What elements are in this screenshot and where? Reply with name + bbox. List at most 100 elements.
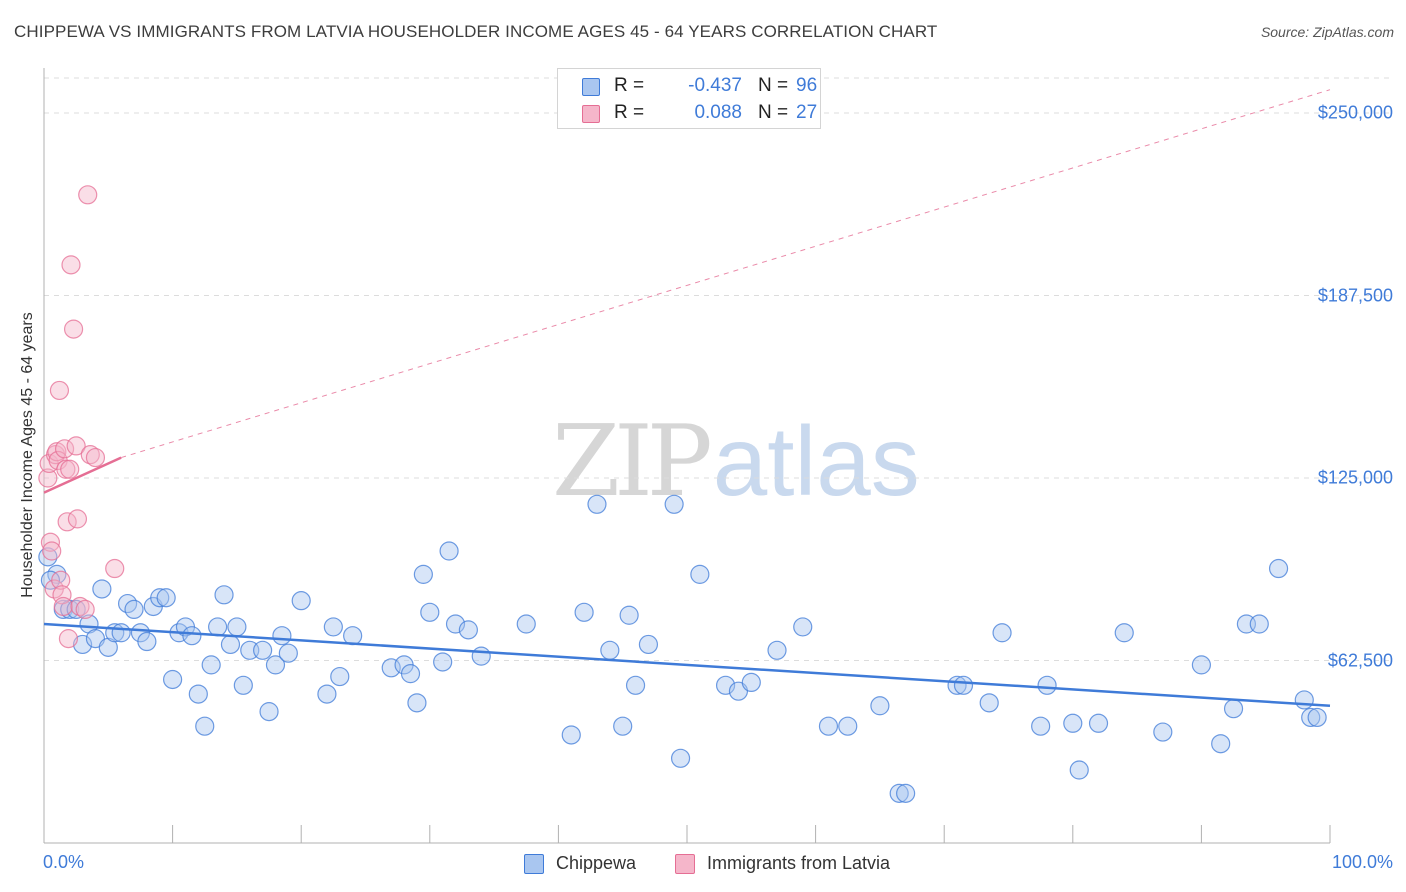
chippewa-point	[1031, 716, 1051, 736]
chippewa-point	[433, 652, 453, 672]
source-label: Source: ZipAtlas.com	[1260, 24, 1394, 40]
latvia-point	[85, 447, 106, 468]
latvia-point	[105, 558, 125, 579]
chippewa-point	[613, 716, 633, 736]
y-tick-label: $250,000	[1317, 102, 1393, 123]
y-tick-label: $62,500	[1327, 650, 1393, 670]
latvia-point	[75, 599, 95, 620]
legend-item-label: Chippewa	[556, 853, 637, 873]
chippewa-point	[1153, 722, 1173, 742]
chippewa-point	[767, 640, 787, 660]
chippewa-point	[330, 666, 350, 687]
chippewa-point	[1268, 558, 1289, 579]
chippewa-point	[889, 783, 909, 803]
chart-title: CHIPPEWA VS IMMIGRANTS FROM LATVIA HOUSE…	[14, 22, 938, 41]
latvia-swatch	[675, 854, 695, 874]
chippewa-point	[953, 675, 974, 695]
chippewa-point	[471, 646, 491, 666]
latvia-point	[63, 319, 84, 339]
chippewa-point	[516, 614, 536, 634]
chippewa-point	[1223, 699, 1244, 719]
chippewa-point	[92, 579, 112, 599]
chippewa-point	[638, 634, 659, 655]
n-label: N =	[758, 102, 789, 123]
chippewa-point	[111, 623, 131, 643]
latvia-point	[80, 445, 100, 465]
series-legend: Chippewa Immigrants from Latvia	[0, 853, 1406, 877]
r-value: 0.088	[694, 102, 742, 123]
chippewa-point	[233, 675, 253, 695]
chippewa-point	[992, 623, 1012, 643]
n-label: N =	[758, 75, 789, 96]
r-label: R =	[614, 75, 645, 96]
chippewa-point	[587, 494, 607, 514]
latvia-point	[66, 436, 86, 456]
chippewa-point	[979, 693, 999, 713]
chippewa-point	[1088, 713, 1109, 733]
chippewa-point	[253, 640, 273, 660]
chippewa-point	[323, 617, 343, 637]
chippewa-point	[619, 605, 639, 625]
chippewa-point	[1114, 623, 1134, 643]
chippewa-point	[625, 675, 646, 695]
chippewa-point	[259, 702, 279, 722]
chippewa-point	[1211, 734, 1231, 754]
chippewa-point	[150, 588, 170, 608]
chippewa-point	[1063, 713, 1083, 733]
chippewa-point	[670, 748, 691, 768]
latvia-swatch	[582, 105, 600, 123]
correlation-legend: R = -0.437 N = 96 R = 0.088 N = 27	[557, 68, 821, 129]
chippewa-point	[163, 669, 183, 690]
chippewa-point	[818, 716, 839, 736]
chippewa-point	[137, 631, 157, 652]
chippewa-trend-line	[43, 622, 1331, 708]
latvia-point	[38, 468, 58, 488]
chippewa-point	[407, 693, 427, 713]
chippewa-point	[156, 588, 176, 608]
chippewa-point	[214, 585, 234, 605]
chippewa-point	[400, 664, 421, 684]
watermark-atlas: atlas	[712, 406, 920, 516]
latvia-point	[61, 255, 81, 275]
watermark: ZIPatlas	[552, 405, 920, 519]
legend-item-label: Immigrants from Latvia	[707, 853, 891, 873]
chippewa-point	[1307, 707, 1327, 728]
chippewa-point	[1301, 707, 1321, 728]
chippewa-point	[741, 672, 761, 693]
n-value: 96	[796, 75, 818, 96]
chippewa-point	[574, 602, 594, 622]
chippewa-point	[870, 696, 890, 716]
chippewa-point	[1191, 655, 1212, 675]
y-tick-label: $187,500	[1317, 285, 1393, 306]
r-label: R =	[614, 102, 645, 123]
chippewa-point	[600, 640, 620, 660]
chippewa-point	[838, 716, 858, 736]
chippewa-point	[1069, 760, 1089, 780]
latvia-trend-extension	[121, 89, 1331, 459]
chippewa-point	[272, 626, 292, 646]
chippewa-point	[124, 599, 144, 620]
chippewa-point	[561, 725, 581, 745]
latvia-point	[78, 185, 98, 205]
y-axis-title: Householder Income Ages 45 - 64 years	[19, 312, 36, 598]
chippewa-point	[793, 617, 813, 637]
latvia-trend-line	[43, 456, 122, 494]
chippewa-point	[690, 564, 710, 584]
chippewa-point	[1294, 690, 1314, 710]
chippewa-point	[201, 655, 221, 675]
chippewa-point	[664, 494, 684, 514]
x-tick-label-max: 100.0%	[1331, 852, 1393, 872]
latvia-point	[70, 596, 90, 617]
chippewa-point	[1249, 614, 1269, 634]
chippewa-point	[195, 716, 215, 736]
chippewa-point	[1037, 675, 1057, 695]
chippewa-point	[291, 591, 311, 611]
chippewa-point	[413, 564, 433, 584]
chippewa-point	[317, 684, 337, 704]
chippewa-point	[458, 620, 478, 640]
chippewa-point	[278, 643, 298, 663]
chippewa-swatch	[582, 78, 600, 96]
chippewa-point	[420, 602, 440, 622]
chippewa-point	[188, 684, 208, 704]
